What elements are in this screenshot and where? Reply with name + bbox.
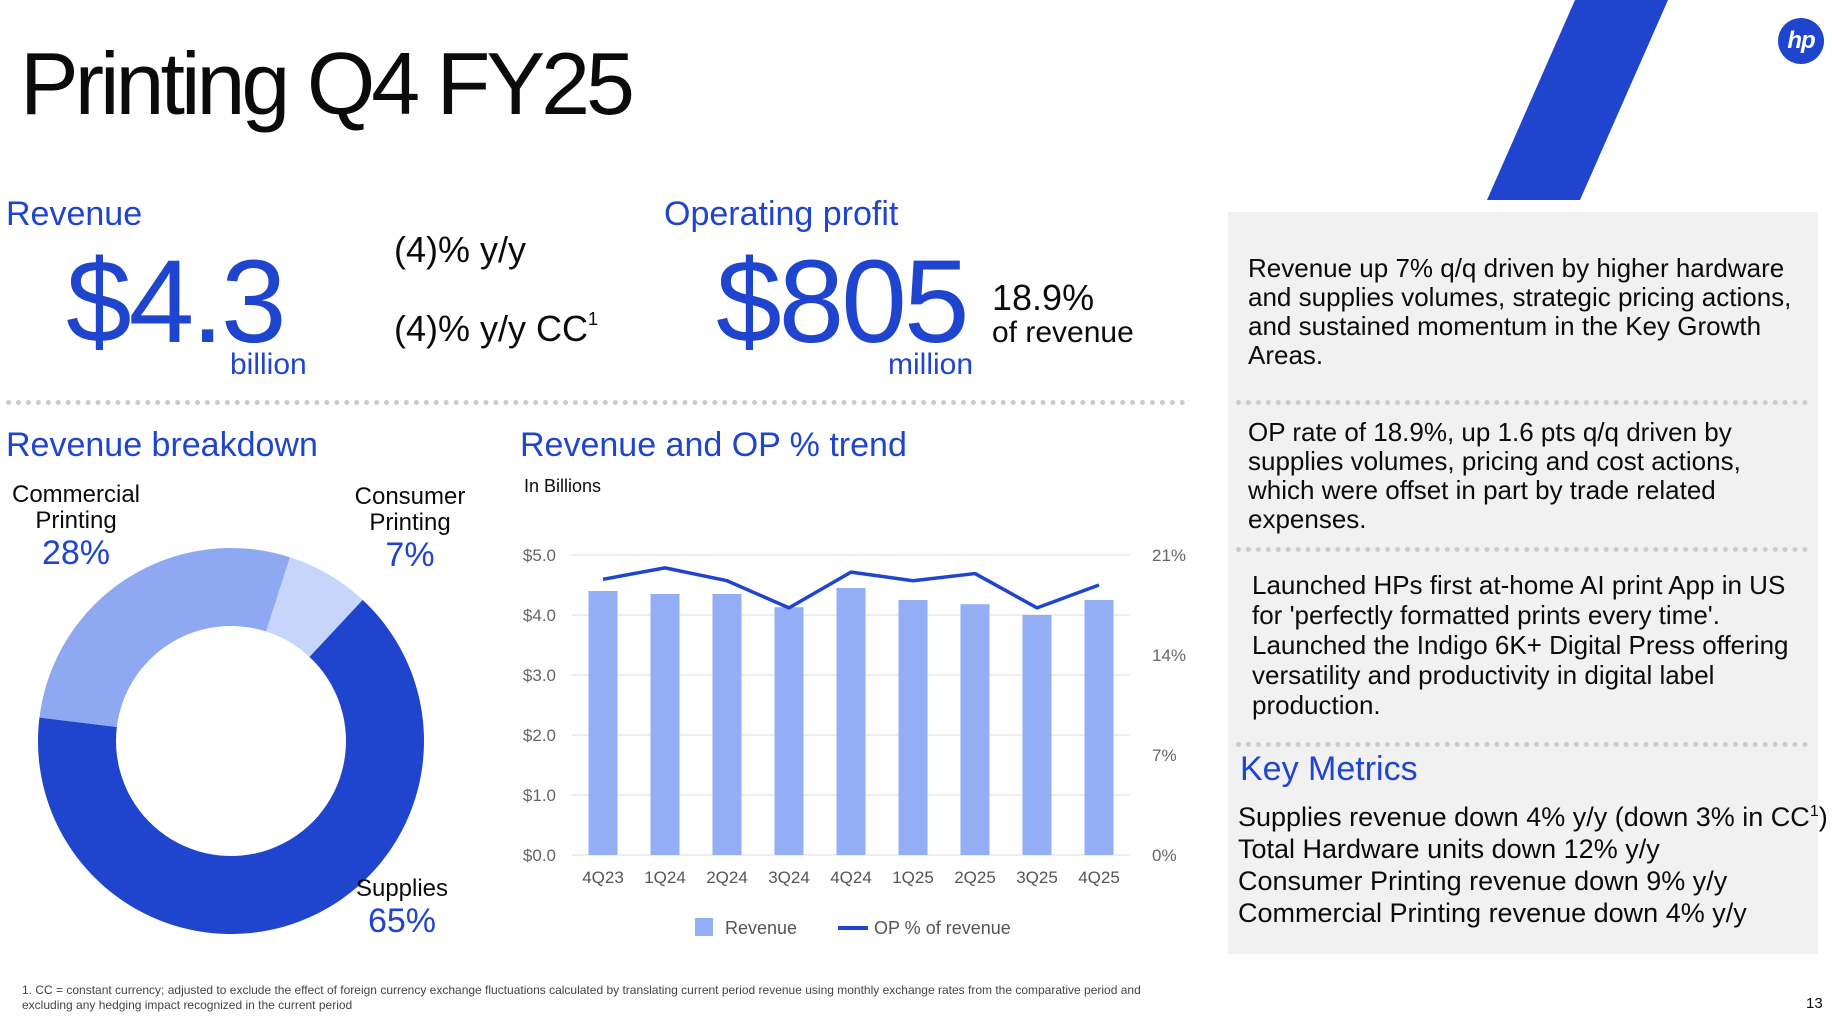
commentary-op: OP rate of 18.9%, up 1.6 pts q/q driven … [1248, 417, 1741, 534]
metric-item: Total Hardware units down 12% y/y [1238, 834, 1660, 864]
segment-label: Supplies [355, 875, 449, 902]
legend-label-revenue: Revenue [725, 918, 797, 938]
footnote-ref: 1 [1809, 803, 1819, 820]
divider [1236, 547, 1808, 552]
donut-slice-commercial-printing [39, 548, 290, 727]
revenue-label: Revenue [6, 195, 143, 233]
revenue-yy-cc: (4)% y/y CC1 [394, 310, 598, 347]
donut-slice-supplies [37, 599, 425, 934]
brand-stripe [1487, 0, 1668, 200]
revenue-bar [650, 594, 680, 855]
revenue-bar [898, 600, 928, 855]
revenue-bar [960, 604, 990, 855]
x-tick-label: 3Q24 [768, 868, 810, 887]
divider [6, 400, 1186, 405]
op-margin: 18.9% [992, 277, 1095, 318]
breakdown-title: Revenue breakdown [6, 426, 318, 464]
metric-item: Supplies revenue down 4% y/y (down 3% in… [1238, 796, 1828, 833]
revenue-donut [37, 548, 425, 934]
x-tick-label: 4Q24 [830, 868, 872, 887]
trend-subtitle: In Billions [524, 476, 602, 496]
segment-pct: 7% [385, 536, 435, 574]
legend-swatch-revenue [695, 918, 713, 936]
op-margin-label: of revenue [992, 316, 1134, 349]
commentary-revenue: Revenue up 7% q/q driven by higher hardw… [1248, 253, 1792, 370]
y-left-tick: $0.0 [523, 846, 556, 865]
metric-tail: ) [1818, 802, 1828, 832]
op-profit-value: $805 [716, 236, 970, 368]
revenue-value: $4.3 [66, 236, 287, 368]
segment-label: Consumer [354, 483, 466, 510]
page-title: Printing Q4 FY25 [20, 34, 635, 133]
segment-consumer: Consumer Printing 7% [340, 484, 480, 575]
commentary-launch: Launched HPs first at-home AI print App … [1252, 570, 1789, 720]
y-left-tick: $1.0 [523, 786, 556, 805]
x-tick-label: 3Q25 [1016, 868, 1058, 887]
x-tick-label: 2Q24 [706, 868, 748, 887]
x-tick-label: 4Q23 [582, 868, 624, 887]
segment-supplies: Supplies 65% [342, 876, 462, 941]
segment-label: Printing [35, 507, 117, 534]
revenue-bar [836, 588, 866, 855]
trend-title: Revenue and OP % trend [520, 426, 907, 464]
y-left-tick: $3.0 [523, 666, 556, 685]
y-right-tick: 14% [1152, 646, 1186, 665]
donut-slice-consumer-printing [266, 557, 363, 657]
op-profit-unit: million [888, 348, 974, 381]
key-metrics-title: Key Metrics [1240, 750, 1418, 788]
x-tick-label: 2Q25 [954, 868, 996, 887]
revenue-bar [774, 607, 804, 855]
footnote-ref: 1 [588, 309, 599, 329]
divider [1236, 742, 1808, 747]
op-profit-label: Operating profit [664, 195, 899, 233]
op-pct-line [602, 566, 1100, 610]
segment-commercial: Commercial Printing 28% [6, 482, 146, 573]
y-right-tick: 21% [1152, 546, 1186, 565]
x-tick-label: 4Q25 [1078, 868, 1120, 887]
revenue-bar [1084, 600, 1114, 855]
metric-item: Commercial Printing revenue down 4% y/y [1238, 898, 1747, 928]
y-right-tick: 0% [1152, 846, 1177, 865]
trend-chart: $0.0 $1.0 $2.0 $3.0 $4.0 $5.0 0% 7% 14% 21% 4Q23 1Q… [523, 546, 1186, 938]
segment-label: Commercial [11, 481, 140, 508]
revenue-bar [712, 594, 742, 855]
segment-label: Printing [369, 509, 451, 536]
y-left-tick: $2.0 [523, 726, 556, 745]
y-right-tick: 7% [1152, 746, 1177, 765]
x-tick-label: 1Q24 [644, 868, 686, 887]
y-left-tick: $5.0 [523, 546, 556, 565]
commentary-panel: Revenue up 7% q/q driven by higher hardw… [1228, 212, 1828, 954]
key-metrics-list: Supplies revenue down 4% y/y (down 3% in… [1238, 796, 1828, 929]
x-tick-label: 1Q25 [892, 868, 934, 887]
revenue-yy-cc-text: (4)% y/y CC [394, 308, 589, 349]
divider [1236, 400, 1808, 405]
segment-pct: 28% [41, 534, 111, 572]
revenue-bar [588, 591, 618, 855]
y-left-tick: $4.0 [523, 606, 556, 625]
legend-label-op: OP % of revenue [874, 918, 1011, 938]
page-number: 13 [1806, 995, 1823, 1012]
segment-pct: 65% [367, 902, 437, 940]
hp-logo: hp [1778, 18, 1824, 64]
revenue-yy: (4)% y/y [394, 229, 527, 270]
metric-text: Supplies revenue down 4% y/y (down 3% in… [1238, 802, 1810, 832]
footnote: 1. CC = constant currency; adjusted to e… [22, 983, 1141, 1012]
revenue-bar [1022, 615, 1052, 855]
metric-item: Consumer Printing revenue down 9% y/y [1238, 866, 1728, 896]
revenue-unit: billion [230, 348, 307, 381]
